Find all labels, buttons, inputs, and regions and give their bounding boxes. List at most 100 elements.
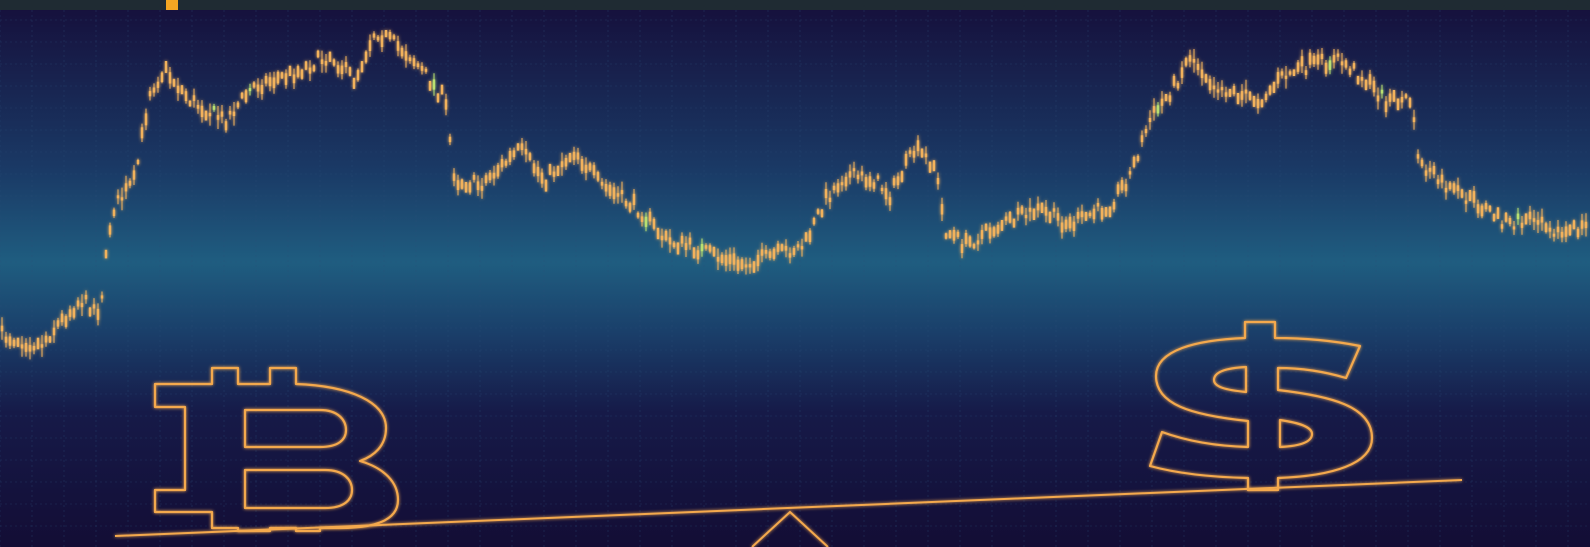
candle-body [1452, 183, 1456, 193]
candle-body [1392, 90, 1396, 102]
candle-body [624, 200, 628, 207]
candle-body [368, 40, 372, 51]
candle-body [444, 99, 448, 110]
candle-body [1156, 105, 1160, 114]
candle-body [396, 41, 400, 51]
candle-body [404, 51, 408, 61]
candle-body [492, 172, 496, 179]
candle-body [16, 337, 20, 347]
candle-body [452, 173, 456, 181]
candle-body [1180, 67, 1184, 78]
candle-body [996, 224, 1000, 234]
candle-body [1308, 52, 1312, 65]
candle-body [144, 113, 148, 126]
candle-body [1244, 89, 1248, 94]
candle-body [924, 153, 928, 158]
candle-body [472, 175, 476, 180]
candle-body [1068, 216, 1072, 229]
candle-body [1104, 207, 1108, 217]
candle-body [1304, 70, 1308, 75]
candle-body [208, 112, 212, 117]
candle-body [584, 164, 588, 173]
candle-body [628, 203, 632, 212]
candle-body [672, 242, 676, 248]
candle-body [1336, 53, 1340, 57]
candle-body [1296, 62, 1300, 72]
candle-body [100, 295, 104, 299]
candle-body [1436, 179, 1440, 185]
candle-body [808, 230, 812, 242]
candle-body [1048, 211, 1052, 223]
candle-body [1236, 93, 1240, 105]
candle-body [1332, 55, 1336, 63]
candle-body [1460, 189, 1464, 198]
candle-body [812, 218, 816, 225]
candle-body [1248, 91, 1252, 100]
candle-body [1340, 61, 1344, 66]
candle-body [680, 235, 684, 244]
candle-body [1140, 135, 1144, 143]
candle-body [764, 250, 768, 254]
candle-body [928, 161, 932, 173]
candle-body [1192, 59, 1196, 63]
candle-body [44, 335, 48, 343]
candle-body [524, 148, 528, 155]
candle-body [236, 102, 240, 108]
candle-body [564, 158, 568, 167]
candle-body [412, 58, 416, 67]
candle-body [600, 181, 604, 186]
candle-body [1388, 93, 1392, 102]
candle-body [1264, 93, 1268, 100]
candle-body [632, 193, 636, 205]
candle-body [152, 87, 156, 93]
candle-body [1300, 56, 1304, 67]
candle-body [1380, 89, 1384, 94]
candle-body [832, 185, 836, 191]
candle-body [1384, 101, 1388, 113]
candle-body [432, 79, 436, 90]
candle-body [716, 257, 720, 262]
candle-body [1488, 205, 1492, 212]
candle-body [940, 204, 944, 215]
candle-body [220, 111, 224, 117]
candle-body [1316, 54, 1320, 65]
candle-body [536, 166, 540, 177]
candle-body [728, 254, 732, 265]
candle-body [712, 247, 716, 257]
candle-body [1008, 211, 1012, 223]
candle-body [488, 172, 492, 181]
candle-body [1440, 174, 1444, 183]
candle-body [196, 105, 200, 109]
candle-body [1212, 85, 1216, 90]
candle-body [72, 308, 76, 318]
candle-body [836, 183, 840, 193]
candle-body [588, 163, 592, 171]
candle-body [232, 111, 236, 116]
candle-body [956, 231, 960, 237]
dollar-symbol-icon [1148, 320, 1374, 492]
candle-body [1128, 171, 1132, 175]
candle-body [1276, 72, 1280, 84]
candle-body [512, 150, 516, 157]
candle-body [180, 85, 184, 95]
candle-body [1504, 212, 1508, 222]
candle-body [1520, 222, 1524, 228]
candle-body [84, 294, 88, 300]
candle-body [1096, 203, 1100, 207]
candle-body [376, 36, 380, 41]
candle-body [820, 209, 824, 218]
candle-body [936, 178, 940, 185]
candle-body [1016, 207, 1020, 215]
candle-body [740, 259, 744, 270]
candle-body [596, 172, 600, 181]
candle-body [1064, 219, 1068, 229]
candle-body [968, 236, 972, 247]
candle-body [640, 216, 644, 222]
candle-body [760, 249, 764, 256]
candle-body [384, 30, 388, 38]
candle-body [1024, 214, 1028, 219]
candle-body [440, 84, 444, 95]
candle-body [124, 183, 128, 192]
candle-body [1136, 155, 1140, 161]
